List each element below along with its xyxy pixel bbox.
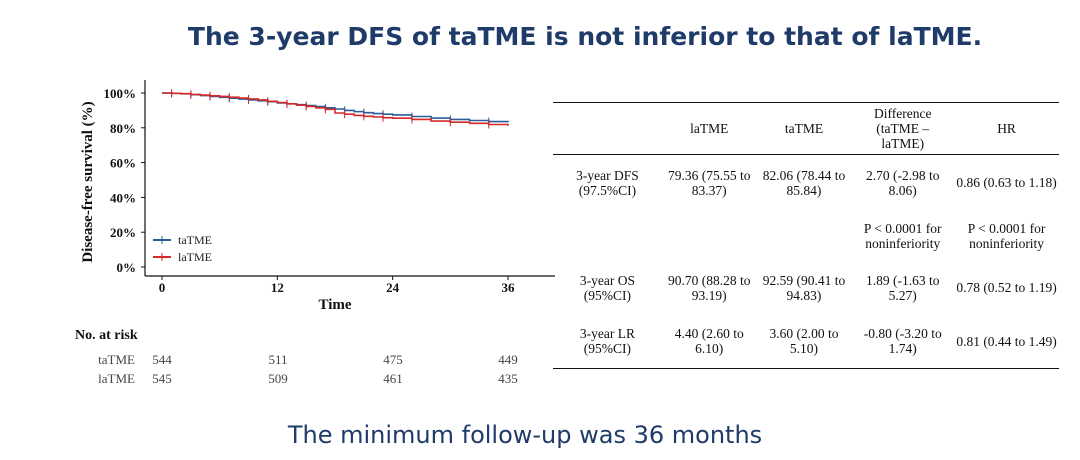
y-tick-label: 20% [110,225,136,240]
chart-axes: 0% 20% 40% 60% 80% 100% 0 12 24 36 Time Disease-fre… [80,80,555,313]
cell-hr: 0.86 (0.63 to 1.18) [956,175,1057,191]
row-label: 3-year DFS (97.5%CI) [576,167,639,198]
chart-series [162,89,509,129]
y-tick-label: 100% [104,86,137,101]
x-tick-label: 24 [386,280,400,295]
risk-count: 544 [152,352,172,367]
risk-count: 449 [498,352,518,367]
col-header-hr: HR [997,121,1016,136]
legend-label-laTME: laTME [178,250,212,264]
risk-count: 435 [498,371,518,386]
risk-count: 511 [268,352,288,367]
x-tick-label: 0 [159,280,166,295]
cell-difference: -0.80 (-3.20 to 1.74) [863,326,942,357]
cell-difference: P < 0.0001 for noninferiority [863,220,942,251]
results-table: laTME taTME Difference (taTME – laTME) H… [553,102,1059,369]
x-tick-label: 12 [271,280,284,295]
cell-difference: 2.70 (-2.98 to 8.06) [865,167,940,198]
col-header-tatme: taTME [784,121,824,136]
col-header-blank [553,103,662,155]
table-row: P < 0.0001 for noninferiority P < 0.0001… [553,211,1059,261]
table-row: 3-year DFS (97.5%CI) 79.36 (75.55 to 83.… [553,155,1059,211]
cell-hr: 0.81 (0.44 to 1.49) [956,333,1057,349]
y-tick-label: 40% [110,190,136,205]
cell-tatme: 92.59 (90.41 to 94.83) [762,272,846,303]
cell-difference: 1.89 (-1.63 to 5.27) [865,272,940,303]
risk-row-label: taTME [98,352,135,367]
cell-latme [662,211,757,261]
cell-tatme [757,211,852,261]
km-chart: 0% 20% 40% 60% 80% 100% 0 12 24 36 Time Disease-fre… [80,80,555,313]
risk-count: 545 [152,371,172,386]
x-tick-label: 36 [502,280,516,295]
table-row: 3-year OS (95%CI) 90.70 (88.28 to 93.19)… [553,261,1059,315]
col-header-difference: Difference (taTME – laTME) [874,106,932,151]
row-label: 3-year LR (95%CI) [579,326,635,357]
y-tick-label: 0% [117,260,137,275]
cell-hr: P < 0.0001 for noninferiority [967,220,1046,251]
risk-row-label: laTME [98,371,135,386]
cell-latme: 90.70 (88.28 to 93.19) [667,272,751,303]
risk-count: 475 [383,352,403,367]
risk-count: 509 [268,371,288,386]
cell-tatme: 82.06 (78.44 to 85.84) [762,167,846,198]
risk-table-header: No. at risk [75,328,138,343]
row-label: 3-year OS (95%CI) [579,272,635,303]
row-label [553,211,662,261]
cell-hr: 0.78 (0.52 to 1.19) [956,280,1057,295]
table-row: 3-year LR (95%CI) 4.40 (2.60 to 6.10) 3.… [553,315,1059,369]
risk-count: 461 [383,371,403,386]
footer-note: The minimum follow-up was 36 months [287,421,763,449]
cell-latme: 79.36 (75.55 to 83.37) [667,167,751,198]
chart-legend: taTME laTME [153,233,212,264]
page-title: The 3-year DFS of taTME is not inferior … [187,22,983,51]
y-tick-label: 80% [110,121,136,136]
col-header-latme: laTME [690,121,729,136]
y-tick-label: 60% [110,156,136,171]
cell-latme: 4.40 (2.60 to 6.10) [674,326,744,357]
series-line-laTME [162,92,509,126]
x-axis-title: Time [318,297,351,313]
series-line-taTME [162,92,509,123]
legend-label-taTME: taTME [178,233,212,247]
y-axis-title: Disease-free survival (%) [80,101,96,262]
cell-tatme: 3.60 (2.00 to 5.10) [769,326,839,357]
results-header-row: laTME taTME Difference (taTME – laTME) H… [553,102,1059,155]
